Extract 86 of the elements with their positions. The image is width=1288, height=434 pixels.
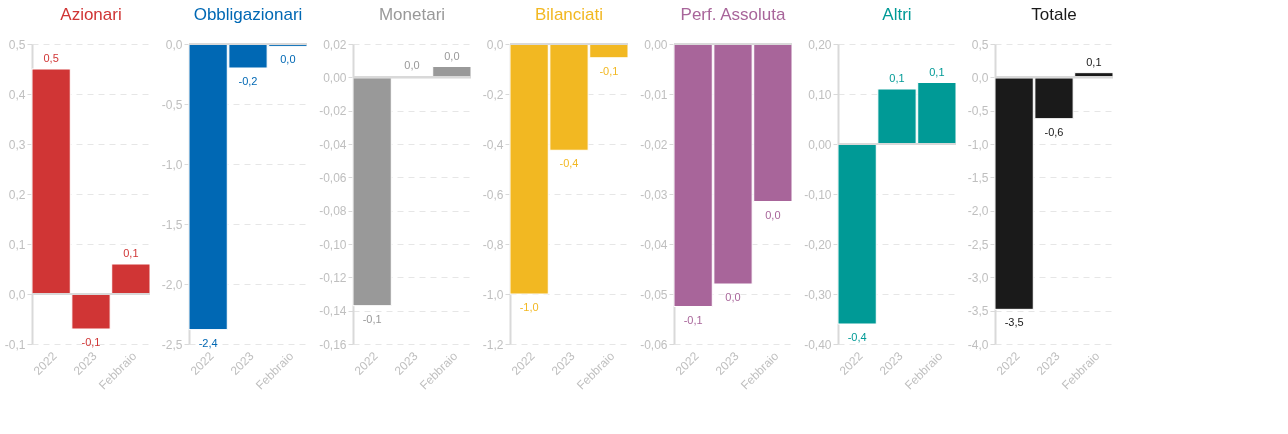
chart-title: Altri — [882, 5, 912, 24]
y-tick-label: -0,40 — [804, 337, 832, 352]
chart-title: Obbligazionari — [193, 5, 303, 24]
chart-title: Monetari — [378, 5, 446, 24]
y-tick-label: 0,5 — [8, 37, 26, 52]
y-tick-label: 0,0 — [486, 37, 504, 52]
y-tick-label: -3,0 — [967, 270, 989, 285]
y-tick-label: -0,30 — [804, 287, 832, 302]
y-tick-label: 0,02 — [323, 37, 347, 52]
data-label: 0,1 — [889, 72, 905, 84]
y-tick-label: -1,0 — [482, 287, 504, 302]
data-label: -2,4 — [198, 336, 218, 349]
y-tick-label: -0,04 — [640, 237, 668, 252]
y-tick-label: 0,20 — [808, 37, 832, 52]
data-label: -0,1 — [362, 312, 382, 325]
y-tick-label: -0,06 — [640, 337, 668, 352]
y-tick-label: 0,00 — [323, 70, 347, 85]
y-tick-label: -2,5 — [967, 237, 989, 252]
data-label: 0,0 — [725, 291, 741, 303]
y-tick-label: -3,5 — [967, 304, 989, 319]
data-label: 0,0 — [280, 53, 296, 66]
y-tick-label: -0,08 — [319, 204, 347, 219]
y-tick-label: -1,0 — [161, 157, 183, 172]
chart-title: Bilanciati — [534, 5, 604, 24]
y-tick-label: -0,6 — [482, 187, 504, 202]
y-tick-label: -4,0 — [967, 337, 989, 352]
data-label: 0,5 — [43, 52, 59, 64]
y-tick-label: -1,5 — [967, 170, 989, 185]
y-tick-label: -0,2 — [482, 87, 504, 102]
data-label: 0,0 — [765, 208, 781, 221]
y-tick-label: 0,0 — [165, 37, 183, 52]
bar — [31, 68, 71, 295]
y-tick-label: -0,1 — [4, 337, 26, 352]
bar — [111, 263, 151, 295]
y-tick-label: -0,02 — [640, 137, 668, 152]
y-tick-label: -0,12 — [319, 270, 347, 285]
y-tick-label: -0,20 — [804, 237, 832, 252]
y-tick-label: 0,1 — [8, 237, 26, 252]
data-label: -1,0 — [519, 301, 539, 313]
y-tick-label: 0,3 — [8, 137, 26, 152]
y-tick-label: -2,0 — [967, 204, 989, 219]
y-tick-label: -0,06 — [319, 170, 347, 185]
y-tick-label: -0,5 — [161, 97, 183, 112]
y-tick-label: -0,04 — [319, 137, 347, 152]
y-tick-label: -1,5 — [161, 217, 183, 232]
data-label: 0,0 — [444, 49, 460, 62]
data-label: -0,1 — [81, 336, 101, 348]
y-tick-label: -0,14 — [319, 304, 347, 319]
data-label: 0,1 — [123, 247, 139, 259]
data-label: -0,2 — [238, 75, 258, 87]
y-tick-label: -0,4 — [482, 137, 504, 152]
data-label: -3,5 — [1004, 316, 1024, 329]
y-tick-label: -2,0 — [161, 277, 183, 292]
y-tick-label: 0,0 — [971, 70, 989, 85]
chart-title: Perf. Assoluta — [680, 5, 786, 24]
data-label: -0,1 — [683, 313, 703, 326]
y-tick-label: -0,05 — [640, 287, 668, 302]
bar — [71, 293, 111, 330]
y-tick-label: -1,0 — [967, 137, 989, 152]
y-tick-label: 0,0 — [8, 287, 26, 302]
data-label: -0,4 — [559, 157, 579, 170]
y-tick-label: 0,4 — [8, 87, 26, 102]
y-tick-label: 0,10 — [808, 87, 832, 102]
data-label: -0,1 — [599, 64, 619, 77]
y-tick-label: -0,16 — [319, 337, 347, 352]
bar — [837, 143, 877, 325]
y-tick-label: 0,00 — [644, 37, 668, 52]
y-tick-label: -0,03 — [640, 187, 668, 202]
y-tick-label: -0,10 — [804, 187, 832, 202]
y-tick-label: -0,5 — [967, 104, 989, 119]
data-label: 0,0 — [404, 59, 420, 72]
y-tick-label: -0,8 — [482, 237, 504, 252]
data-label: 0,1 — [1086, 55, 1102, 68]
chart-title: Totale — [1031, 5, 1077, 24]
y-tick-label: -0,01 — [640, 87, 668, 102]
data-label: -0,6 — [1044, 125, 1064, 138]
data-label: -0,4 — [847, 331, 867, 343]
y-tick-label: 0,2 — [8, 187, 26, 202]
y-tick-label: 0,00 — [808, 137, 832, 152]
y-tick-label: -1,2 — [482, 337, 504, 352]
y-tick-label: -2,5 — [161, 337, 183, 352]
y-tick-label: -0,10 — [319, 237, 347, 252]
y-tick-label: 0,5 — [971, 37, 989, 52]
data-label: 0,1 — [929, 65, 945, 78]
y-tick-label: -0,02 — [319, 104, 347, 119]
chart-title: Azionari — [60, 5, 122, 24]
